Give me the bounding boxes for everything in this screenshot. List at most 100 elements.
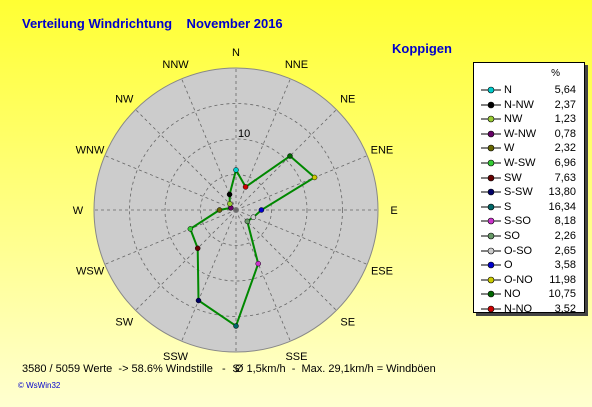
legend-item-name: NO [504, 288, 521, 301]
legend-item: NW 1,23 [474, 112, 584, 126]
legend-marker-icon [481, 276, 501, 284]
data-point-ene [311, 174, 318, 181]
legend-item-name: S-SW [504, 186, 533, 199]
grid-ring [164, 138, 308, 282]
legend-item-name: N-NW [504, 98, 534, 111]
legend-marker-icon [481, 261, 501, 269]
station-name: Koppigen [392, 41, 452, 56]
data-point-w [216, 207, 223, 213]
legend-marker-icon [481, 232, 501, 240]
legend-marker-icon [481, 174, 501, 181]
legend-unit: % [551, 68, 560, 79]
legend-item: W 2,32 [474, 141, 584, 155]
legend-item-name: SO [504, 230, 520, 242]
legend-item: SW 7,63 [474, 171, 584, 185]
data-point-e [258, 207, 265, 213]
legend-item-value: 8,18 [554, 215, 576, 228]
grid-ring [129, 103, 343, 317]
legend-panel: % N 5,64 N-NW 2,37 NW 1,23 W-NW 0,78 W 2,32 W-SW 6,… [473, 62, 585, 316]
data-point-ssw [195, 297, 202, 304]
legend-marker-icon [481, 218, 501, 225]
data-point-ne [287, 153, 293, 159]
legend-item-value: 13,80 [548, 186, 576, 199]
data-point-wsw [187, 226, 194, 232]
stats-footer: 3580 / 5059 Werte -> 58.6% Windstille - … [22, 363, 436, 375]
data-point-sse [255, 260, 261, 267]
legend-item-name: N [504, 84, 512, 96]
legend-item-value: 2,26 [554, 230, 576, 242]
legend-marker-icon [481, 159, 501, 167]
legend-item: W-NW 0,78 [474, 127, 584, 141]
legend-marker-icon [481, 145, 501, 152]
legend-item-value: 1,23 [554, 113, 576, 126]
direction-label: S [232, 363, 239, 375]
legend-item: N-NW 2,37 [474, 98, 584, 112]
data-point-nne [242, 184, 249, 190]
legend-item-value: 2,37 [554, 98, 576, 111]
legend-marker-icon [481, 101, 501, 108]
legend-item-name: O [504, 259, 513, 272]
legend-item-name: W-SW [504, 157, 536, 169]
legend-item-name: N-NO [504, 303, 533, 315]
copyright-text: © WsWin32 [18, 381, 61, 390]
legend-item-name: W [504, 142, 515, 155]
direction-label: WSW [76, 265, 105, 277]
direction-label: W [73, 205, 84, 217]
data-point-s [233, 323, 239, 329]
grid-ring [200, 174, 272, 246]
data-point-se [244, 218, 251, 225]
legend-item-value: 3,58 [554, 259, 576, 272]
direction-label: NNW [162, 59, 189, 71]
legend-item-value: 10,75 [548, 288, 576, 301]
legend-item: N-NO 3,52 [474, 302, 584, 316]
direction-label: WNW [76, 145, 105, 157]
data-point-ese [250, 214, 257, 220]
direction-label: NW [115, 93, 134, 105]
direction-label: SSE [285, 351, 307, 363]
legend-item-value: 11,98 [549, 273, 576, 286]
legend-marker-icon [481, 305, 501, 313]
chart-title: Verteilung Windrichtung November 2016 [22, 16, 283, 31]
legend-item: S-SO 8,18 [474, 214, 584, 228]
legend-item-value: 2,65 [554, 244, 576, 257]
legend-marker-icon [481, 203, 501, 211]
direction-label: SE [340, 317, 355, 329]
legend-marker-icon [481, 291, 501, 298]
legend-item-name: S [504, 200, 512, 213]
legend-item: O-NO 11,98 [474, 273, 584, 287]
legend-item-value: 3,52 [554, 303, 576, 315]
direction-label: NNE [285, 59, 308, 71]
legend-item-value: 7,63 [554, 171, 576, 184]
legend-item-value: 2,32 [554, 142, 576, 155]
direction-label: ESE [371, 265, 393, 277]
legend-item-name: W-NW [504, 127, 537, 140]
legend-item: N 5,64 [474, 83, 584, 97]
legend-marker-icon [481, 115, 501, 123]
legend-item-value: 16,34 [548, 200, 576, 213]
legend-item: S-SW 13,80 [474, 185, 584, 199]
data-point-nnw [226, 191, 233, 198]
legend-item-value: 5,64 [554, 84, 576, 96]
legend-item: SO 2,26 [474, 229, 584, 243]
direction-label: SSW [163, 351, 189, 363]
direction-label: N [232, 47, 240, 59]
legend-item: S 16,34 [474, 200, 584, 214]
legend-marker-icon [481, 86, 501, 94]
legend-item-name: O-NO [504, 273, 533, 286]
legend-item-name: O-SO [504, 244, 533, 257]
legend-item-name: NW [504, 113, 523, 126]
legend-item-name: S-SO [504, 215, 531, 228]
legend-item-value: 6,96 [554, 157, 576, 169]
data-point-nw [227, 201, 233, 207]
direction-label: ENE [371, 145, 394, 157]
legend-item-value: 0,78 [554, 127, 576, 140]
legend-marker-icon [481, 130, 501, 138]
direction-label: E [390, 205, 397, 217]
data-point-n [233, 167, 239, 173]
ring-label-10: 10 [238, 128, 250, 140]
legend-item-name: SW [504, 171, 522, 184]
legend-item: O 3,58 [474, 258, 584, 272]
direction-label: SW [115, 317, 133, 329]
legend-item: O-SO 2,65 [474, 244, 584, 258]
